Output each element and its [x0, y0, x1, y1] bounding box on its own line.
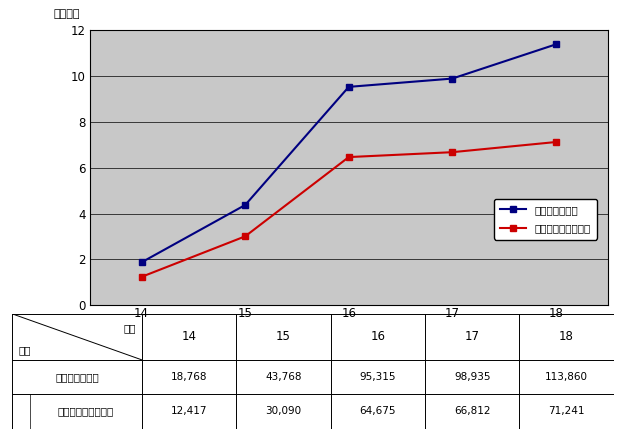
Text: 16: 16	[341, 307, 356, 320]
Text: 18: 18	[549, 307, 563, 320]
Text: 95,315: 95,315	[360, 372, 396, 382]
Text: 15: 15	[238, 307, 252, 320]
Text: 64,675: 64,675	[360, 407, 396, 417]
Text: 16: 16	[370, 330, 385, 343]
Text: 18,768: 18,768	[170, 372, 207, 382]
Text: 14: 14	[182, 330, 197, 343]
Text: 71,241: 71,241	[548, 407, 585, 417]
Text: 区分: 区分	[19, 346, 31, 355]
Text: 43,768: 43,768	[265, 372, 301, 382]
Text: 17: 17	[445, 307, 460, 320]
Text: 113,860: 113,860	[545, 372, 588, 382]
Text: 警察庁年間受理件数: 警察庁年間受理件数	[58, 407, 114, 417]
Text: 金融庁受理件数: 金融庁受理件数	[55, 372, 99, 382]
Text: 年次: 年次	[123, 323, 136, 333]
Text: 15: 15	[276, 330, 291, 343]
Text: 14: 14	[134, 307, 149, 320]
Text: （万件）: （万件）	[54, 10, 80, 19]
Text: 98,935: 98,935	[454, 372, 490, 382]
Text: 30,090: 30,090	[265, 407, 301, 417]
Legend: 金融庁受理件数, 警察庁年間受理件数: 金融庁受理件数, 警察庁年間受理件数	[494, 199, 597, 239]
Text: 12,417: 12,417	[170, 407, 207, 417]
Text: 66,812: 66,812	[454, 407, 490, 417]
Text: 17: 17	[464, 330, 480, 343]
Text: 18: 18	[559, 330, 574, 343]
